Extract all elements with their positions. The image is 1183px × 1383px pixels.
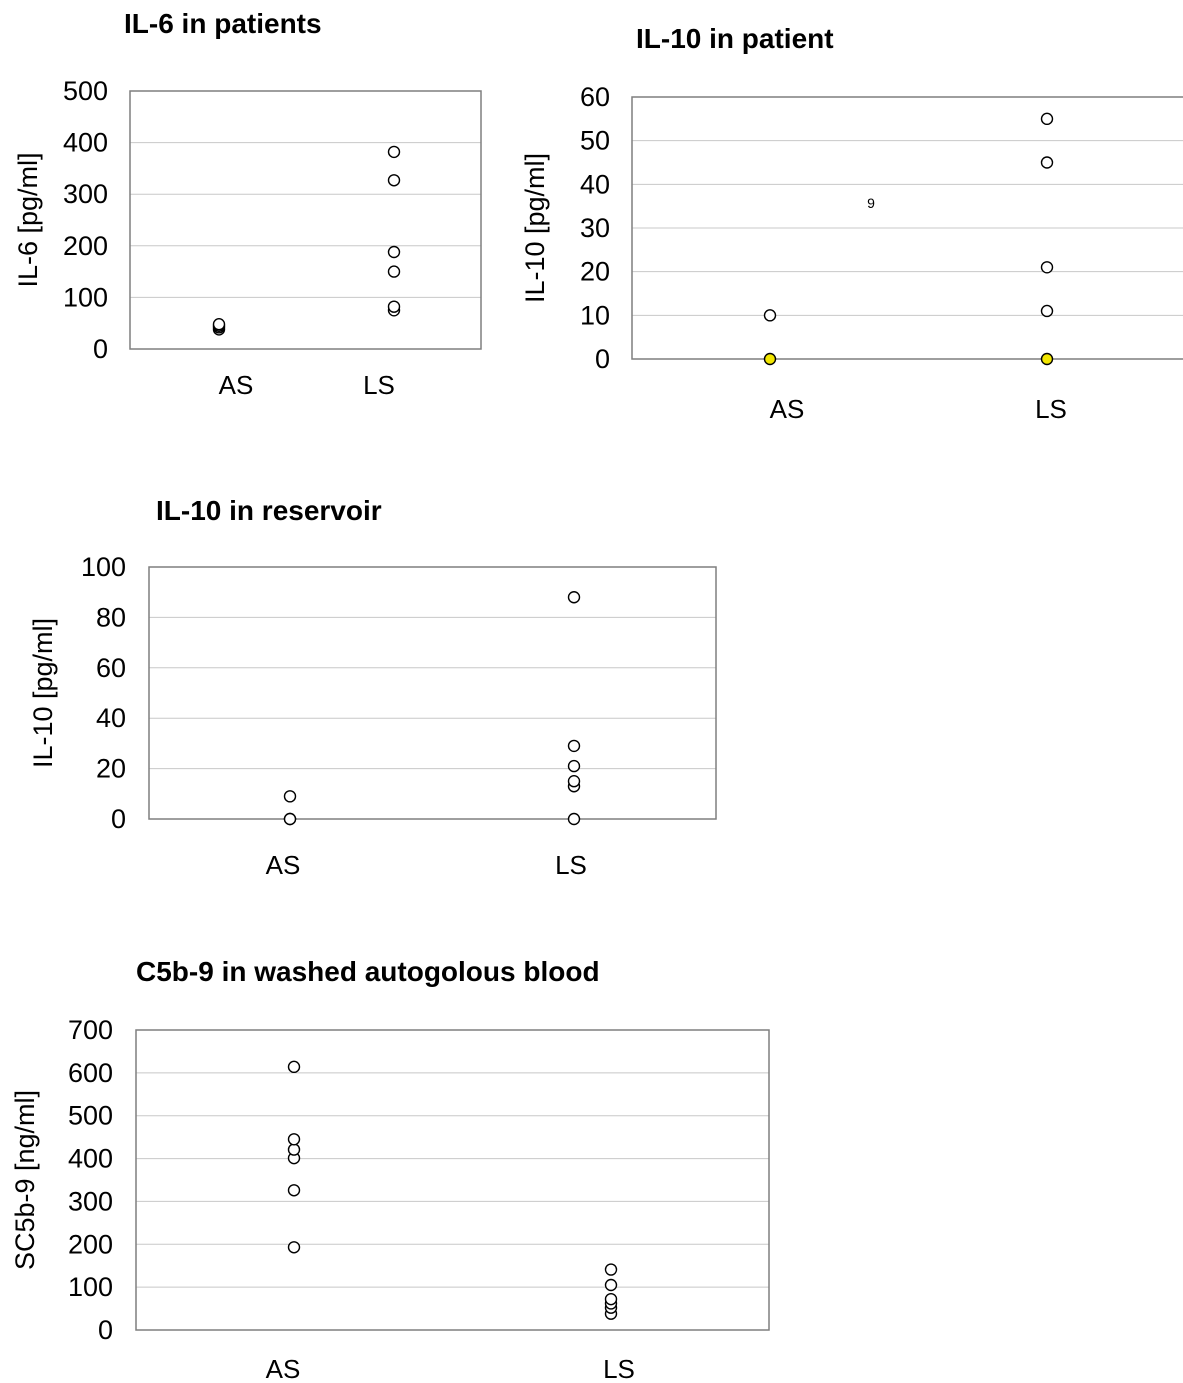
y-tick-label: 100 [68,1272,113,1302]
y-axis-title: IL-10 [pg/ml] [28,618,58,768]
y-tick-label: 200 [68,1229,113,1259]
data-point [604,1263,618,1276]
panel-il10-patient: IL-10 in patient IL-10 [pg/ml] 9 AS LS 0… [520,23,1183,424]
y-tick-label: 700 [68,1015,113,1045]
data-point [567,739,581,753]
data-point [567,591,581,604]
plot-frame [148,566,717,820]
y-tick-label: 60 [580,82,610,112]
data-point [212,318,226,331]
x-category-label: AS [219,370,254,400]
panel-c5b9: C5b-9 in washed autogolous blood SC5b-9 … [10,956,770,1383]
y-tick-label: 0 [93,334,108,364]
x-category-label: LS [555,850,587,880]
chart-title: IL-10 in reservoir [156,495,382,526]
y-tick-label: 10 [580,300,610,330]
data-point [287,1060,301,1074]
y-tick-label: 400 [63,128,108,158]
y-tick-label: 0 [595,344,610,374]
data-point [287,1133,301,1146]
data-point [763,309,777,322]
x-category-label: LS [363,370,395,400]
data-point [1040,261,1054,274]
plot-area: 0 20 40 60 80 100 [81,552,717,834]
y-tick-label: 400 [68,1144,113,1174]
plot-area: 0 10 20 30 40 50 60 [580,82,1183,374]
data-point [1040,112,1054,126]
y-tick-label: 20 [580,257,610,287]
data-point [1040,352,1054,366]
data-point [387,300,401,313]
plot-area: 0 100 200 300 400 500 600 700 [68,1015,770,1345]
chart-title: IL-6 in patients [124,8,322,39]
data-point [567,812,581,826]
plot-frame [135,1029,770,1331]
y-tick-label: 500 [68,1101,113,1131]
y-axis-title: IL-6 [pg/ml] [13,152,43,287]
data-point [763,352,777,366]
y-tick-label: 0 [98,1315,113,1345]
data-point [287,1241,301,1254]
panel-il10-reservoir: IL-10 in reservoir IL-10 [pg/ml] AS LS 0… [28,495,717,880]
data-point [604,1292,618,1306]
data-point [1040,304,1054,318]
plot-frame [631,96,1183,360]
x-category-label: LS [603,1354,635,1383]
y-tick-label: 50 [580,126,610,156]
y-tick-label: 20 [96,754,126,784]
y-tick-label: 300 [63,179,108,209]
y-tick-label: 500 [63,76,108,106]
data-point [567,759,581,773]
y-tick-label: 40 [580,169,610,199]
plot-frame [129,90,482,350]
data-point [287,1184,301,1197]
data-point [387,145,401,159]
plot-area: 0 100 200 300 400 500 [63,76,482,364]
annotation-label: 9 [867,195,875,211]
data-point [604,1278,618,1292]
data-point [387,174,401,187]
x-category-label: AS [770,394,805,424]
data-point [283,812,297,826]
y-tick-label: 200 [63,231,108,261]
data-point [567,775,581,788]
data-point [1040,156,1054,169]
data-point [283,790,297,803]
x-category-label: AS [266,1354,301,1383]
y-tick-label: 600 [68,1058,113,1088]
chart-title: C5b-9 in washed autogolous blood [136,956,600,987]
y-tick-label: 60 [96,653,126,683]
data-point [387,265,401,278]
y-tick-label: 100 [63,282,108,312]
y-tick-label: 300 [68,1186,113,1216]
x-category-label: LS [1035,394,1067,424]
data-point [387,245,401,259]
y-tick-label: 0 [111,804,126,834]
data-point [287,1143,301,1156]
panel-il6-patients: IL-6 in patients IL-6 [pg/ml] AS LS 0 100… [13,8,482,400]
y-tick-label: 100 [81,552,126,582]
y-axis-title: IL-10 [pg/ml] [520,153,550,303]
y-axis-title: SC5b-9 [ng/ml] [10,1090,40,1270]
y-tick-label: 40 [96,703,126,733]
y-tick-label: 30 [580,213,610,243]
x-category-label: AS [266,850,301,880]
chart-title: IL-10 in patient [636,23,834,54]
y-tick-label: 80 [96,602,126,632]
